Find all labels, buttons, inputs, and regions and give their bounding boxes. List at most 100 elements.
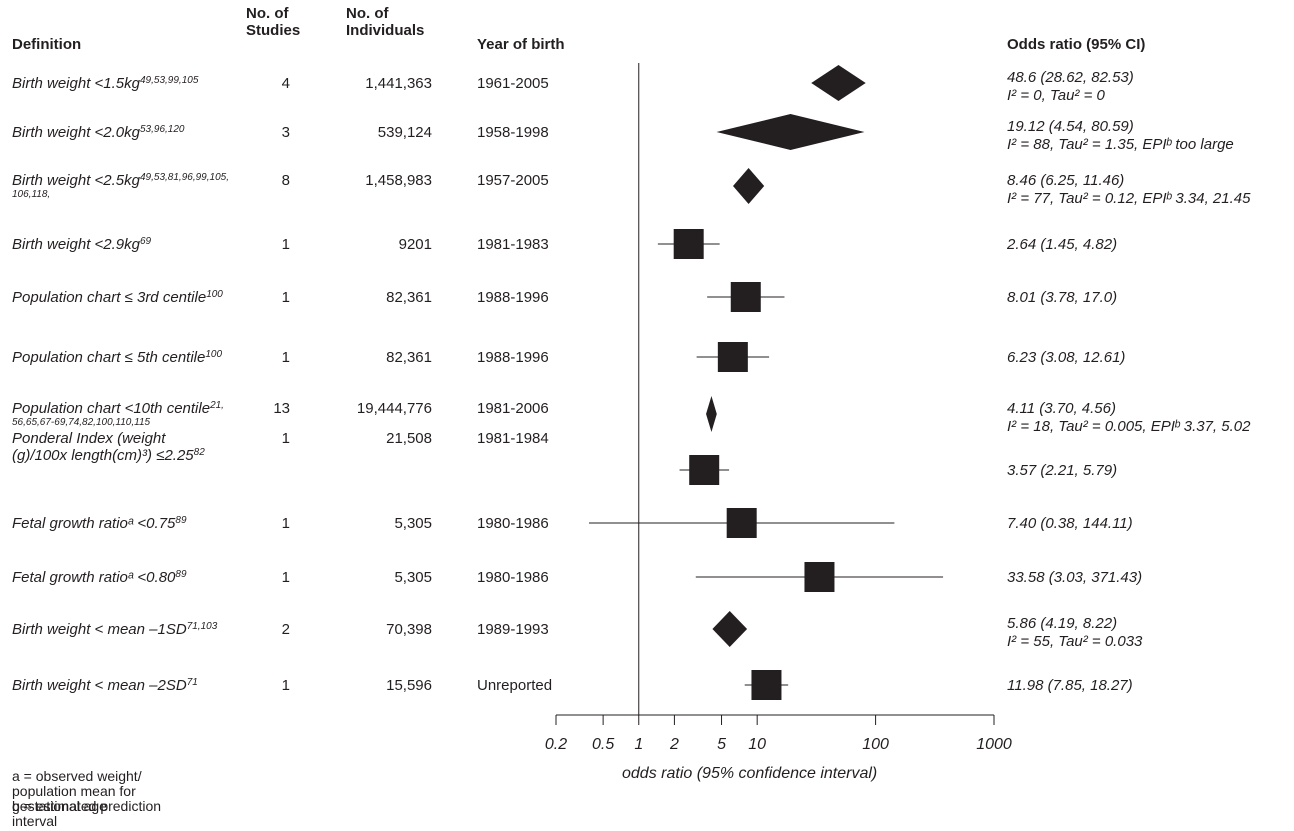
row-studies: 1 — [281, 289, 290, 306]
row-studies: 4 — [281, 75, 290, 92]
pooled-diamond — [811, 65, 866, 101]
row-definition: Birth weight < mean –2SD71 — [12, 677, 237, 694]
reference-continuation: 56,65,67-69,74,82,100,110,115 — [12, 417, 151, 428]
header-studies-line2: Studies — [246, 22, 301, 39]
header-studies: No. of Studies — [246, 5, 300, 39]
header-individuals-line1: No. of — [346, 5, 389, 22]
row-odds-ratio: 6.23 (3.08, 12.61) — [1007, 349, 1126, 366]
definition-text: Birth weight <2.5kg — [12, 172, 140, 189]
reference-superscript: 89 — [175, 515, 187, 526]
x-tick-label: 0.2 — [545, 736, 567, 753]
x-axis-title: odds ratio (95% confidence interval) — [622, 765, 878, 782]
row-year: 1981-1983 — [477, 236, 549, 253]
row-studies: 13 — [273, 400, 290, 417]
row-odds-ratio: 33.58 (3.03, 371.43) — [1007, 569, 1143, 586]
row-definition: Population chart <10th centile21, 56,65,6… — [12, 400, 237, 429]
row-heterogeneity: I² = 0, Tau² = 0 — [1007, 87, 1105, 104]
row-odds-ratio: 3.57 (2.21, 5.79) — [1007, 462, 1118, 479]
footnote-b: b = estimated prediction interval — [12, 798, 162, 829]
row-heterogeneity: I² = 88, Tau² = 1.35, EPIᵇ too large — [1007, 136, 1234, 153]
header-odds-ratio: Odds ratio (95% CI) — [1007, 36, 1146, 53]
pooled-diamond — [733, 168, 765, 204]
row-year: 1988-1996 — [477, 349, 549, 366]
row-studies: 3 — [281, 124, 290, 141]
reference-superscript: 100 — [205, 349, 223, 360]
row-definition: Birth weight <2.5kg49,53,81,96,99,105, 10… — [12, 172, 237, 201]
row-odds-ratio: 2.64 (1.45, 4.82) — [1007, 236, 1118, 253]
row-year: 1958-1998 — [477, 124, 549, 141]
x-tick-label: 2 — [669, 736, 679, 753]
row-odds-ratio: 5.86 (4.19, 8.22) — [1007, 615, 1118, 632]
row-definition: Fetal growth ratioᵃ <0.7589 — [12, 515, 237, 532]
row-studies: 8 — [281, 172, 290, 189]
row-odds-ratio: 19.12 (4.54, 80.59) — [1007, 118, 1134, 135]
row-year: 1981-2006 — [477, 400, 549, 417]
reference-continuation: 106,118, — [12, 189, 51, 200]
row-heterogeneity: I² = 18, Tau² = 0.005, EPIᵇ 3.37, 5.02 — [1007, 418, 1251, 435]
row-definition: Ponderal Index (weight (g)/100x length(cm… — [12, 430, 237, 464]
definition-text: Fetal growth ratioᵃ <0.80 — [12, 569, 176, 586]
reference-superscript: 71 — [186, 677, 198, 688]
row-individuals: 21,508 — [386, 430, 432, 447]
header-year: Year of birth — [477, 36, 565, 53]
row-year: 1989-1993 — [477, 621, 549, 638]
row-definition: Birth weight <1.5kg49,53,99,105 — [12, 75, 237, 92]
row-individuals: 9201 — [398, 236, 432, 253]
footnote-a: a = observed weight/ population mean for… — [12, 768, 142, 814]
estimate-square — [730, 282, 761, 312]
definition-text: Population chart <10th centile — [12, 400, 211, 417]
row-studies: 1 — [281, 430, 290, 447]
row-studies: 1 — [281, 515, 290, 532]
estimate-square — [726, 508, 757, 538]
x-tick-label: 1 — [634, 736, 643, 753]
definition-text: Population chart ≤ 5th centile — [12, 349, 206, 366]
row-year: 1957-2005 — [477, 172, 549, 189]
x-tick-label: 100 — [862, 736, 889, 753]
x-tick-label: 10 — [748, 736, 766, 753]
row-odds-ratio: 8.46 (6.25, 11.46) — [1007, 172, 1125, 189]
row-individuals: 1,441,363 — [365, 75, 432, 92]
row-definition: Population chart ≤ 3rd centile100 — [12, 289, 237, 306]
reference-superscript: 49,53,81,96,99,105, — [140, 172, 229, 183]
row-year: 1961-2005 — [477, 75, 549, 92]
row-studies: 1 — [281, 677, 290, 694]
row-year: 1980-1986 — [477, 569, 549, 586]
row-heterogeneity: I² = 55, Tau² = 0.033 — [1007, 633, 1143, 650]
definition-text: Birth weight <2.9kg — [12, 236, 140, 253]
row-individuals: 15,596 — [386, 677, 432, 694]
row-definition: Birth weight <2.9kg69 — [12, 236, 237, 253]
estimate-square — [689, 455, 720, 485]
reference-superscript: 82 — [193, 447, 205, 458]
row-odds-ratio: 11.98 (7.85, 18.27) — [1007, 677, 1133, 694]
header-individuals: No. of Individuals — [346, 5, 424, 39]
header-individuals-line2: Individuals — [346, 22, 425, 39]
estimate-square — [804, 562, 835, 592]
row-odds-ratio: 48.6 (28.62, 82.53) — [1007, 69, 1134, 86]
reference-superscript: 71,103 — [186, 621, 218, 632]
reference-superscript: 89 — [175, 569, 187, 580]
definition-text: Birth weight <2.0kg — [12, 124, 140, 141]
header-studies-line1: No. of — [246, 5, 289, 22]
pooled-diamond — [716, 114, 865, 150]
row-studies: 1 — [281, 349, 290, 366]
row-individuals: 539,124 — [377, 124, 432, 141]
estimate-square — [717, 342, 748, 372]
x-tick-label: 5 — [717, 736, 726, 753]
definition-text: Birth weight <1.5kg — [12, 75, 140, 92]
row-studies: 1 — [281, 236, 290, 253]
definition-text-line2: (g)/100x length(cm)³) ≤2.2582 — [12, 447, 237, 464]
row-individuals: 1,458,983 — [365, 172, 432, 189]
row-year: 1988-1996 — [477, 289, 549, 306]
reference-superscript: 21, — [210, 400, 224, 411]
row-individuals: 19,444,776 — [356, 400, 432, 417]
x-tick-label: 1000 — [976, 736, 1012, 753]
row-individuals: 82,361 — [386, 289, 432, 306]
definition-text: Population chart ≤ 3rd centile — [12, 289, 207, 306]
x-tick-label: 0.5 — [592, 736, 614, 753]
reference-superscript: 53,96,120 — [140, 124, 185, 135]
row-heterogeneity: I² = 77, Tau² = 0.12, EPIᵇ 3.34, 21.45 — [1007, 190, 1251, 207]
row-definition: Birth weight < mean –1SD71,103 — [12, 621, 237, 638]
reference-superscript: 49,53,99,105 — [140, 75, 199, 86]
row-studies: 1 — [281, 569, 290, 586]
reference-superscript: 69 — [140, 236, 152, 247]
